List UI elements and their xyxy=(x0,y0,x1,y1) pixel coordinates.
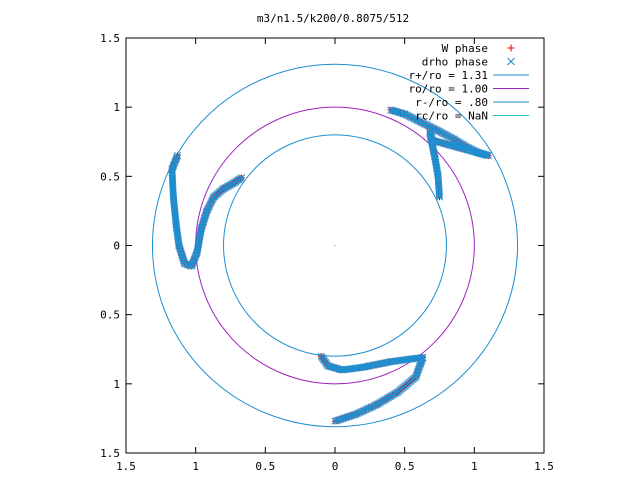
y-tick-label: 0 xyxy=(113,240,120,253)
y-tick-label: 1 xyxy=(113,378,120,391)
x-tick-label: 1 xyxy=(192,460,199,473)
y-tick-label: 1.5 xyxy=(100,32,120,45)
y-tick-label: 0.5 xyxy=(100,309,120,322)
reference-circle xyxy=(223,134,447,357)
y-tick-label: 1 xyxy=(113,101,120,114)
series-drho-phase xyxy=(168,106,492,425)
data-point xyxy=(435,190,443,198)
reference-circle xyxy=(151,63,519,428)
legend-label: r+/ro = 1.31 xyxy=(409,69,488,82)
x-tick-label: 1.5 xyxy=(116,460,136,473)
y-tick-label: 0.5 xyxy=(100,170,120,183)
legend-label: drho phase xyxy=(422,56,488,69)
x-tick-label: 0 xyxy=(332,460,339,473)
origin-dot xyxy=(334,244,336,247)
chart-title: m3/n1.5/k200/0.8075/512 xyxy=(257,12,409,25)
data-point xyxy=(332,417,341,425)
x-tick-label: 0.5 xyxy=(255,460,275,473)
data-point xyxy=(435,191,443,200)
x-tick-label: 1 xyxy=(471,460,478,473)
data-point xyxy=(238,174,246,182)
legend-marker xyxy=(507,44,515,52)
x-tick-label: 0.5 xyxy=(395,460,415,473)
data-point xyxy=(435,193,444,201)
data-point xyxy=(331,417,339,425)
x-tick-label: 1.5 xyxy=(534,460,554,473)
legend-label: ro/ro = 1.00 xyxy=(409,83,488,96)
legend-label: rc/ro = NaN xyxy=(415,110,488,123)
y-tick-label: 1.5 xyxy=(100,447,120,460)
plot-area: 1.5 1 0.5 0 0.5 1 1.51.510.500.511.5 xyxy=(100,32,554,473)
legend-marker xyxy=(507,57,515,66)
legend-label: W phase xyxy=(442,42,488,55)
legend-label: r-/ro = .80 xyxy=(415,96,488,109)
